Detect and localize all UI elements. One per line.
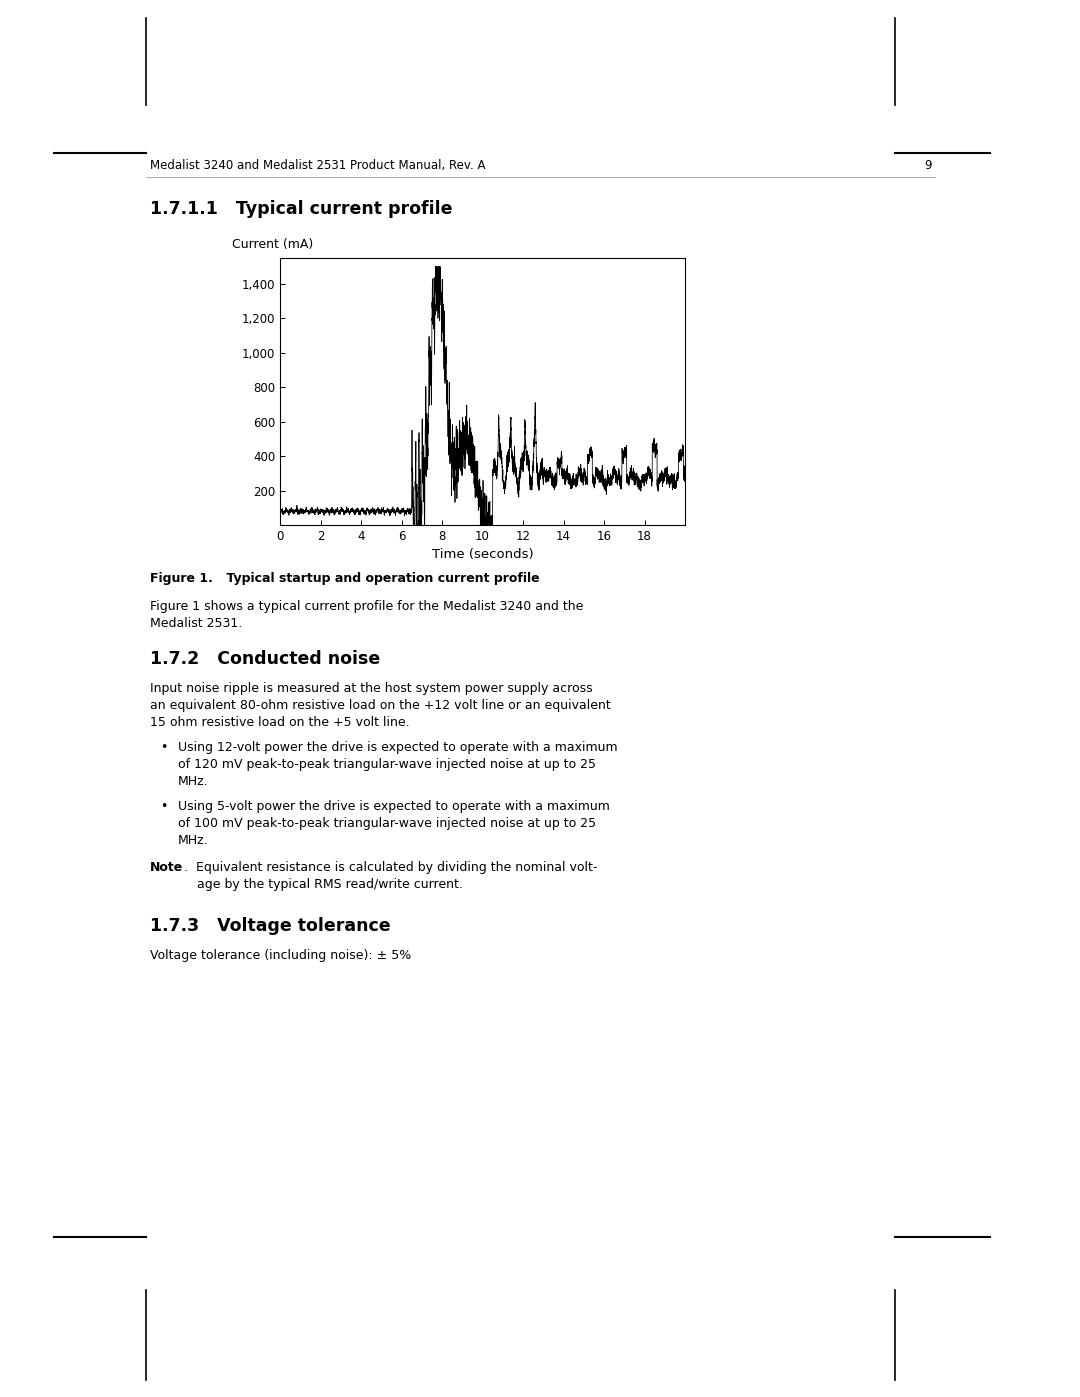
Text: •: • <box>160 740 167 754</box>
Text: Figure 1.: Figure 1. <box>150 571 213 585</box>
Text: MHz.: MHz. <box>178 775 208 788</box>
Text: Input noise ripple is measured at the host system power supply across: Input noise ripple is measured at the ho… <box>150 682 593 694</box>
Text: of 120 mV peak-to-peak triangular-wave injected noise at up to 25: of 120 mV peak-to-peak triangular-wave i… <box>178 759 596 771</box>
Text: Using 5-volt power the drive is expected to operate with a maximum: Using 5-volt power the drive is expected… <box>178 800 610 813</box>
Text: Time (seconds): Time (seconds) <box>432 548 534 562</box>
Text: 9: 9 <box>924 159 932 172</box>
Text: 1.7.1.1   Typical current profile: 1.7.1.1 Typical current profile <box>150 200 453 218</box>
Text: MHz.: MHz. <box>178 834 208 847</box>
Text: Typical startup and operation current profile: Typical startup and operation current pr… <box>222 571 540 585</box>
Text: Voltage tolerance (including noise): ± 5%: Voltage tolerance (including noise): ± 5… <box>150 949 411 963</box>
Text: an equivalent 80-ohm resistive load on the +12 volt line or an equivalent: an equivalent 80-ohm resistive load on t… <box>150 698 611 712</box>
Text: Using 12-volt power the drive is expected to operate with a maximum: Using 12-volt power the drive is expecte… <box>178 740 618 754</box>
Text: •: • <box>160 800 167 813</box>
Text: Figure 1 shows a typical current profile for the Medalist 3240 and the: Figure 1 shows a typical current profile… <box>150 599 583 613</box>
Text: 15 ohm resistive load on the +5 volt line.: 15 ohm resistive load on the +5 volt lin… <box>150 717 409 729</box>
Text: Note: Note <box>150 861 184 875</box>
Text: Medalist 2531.: Medalist 2531. <box>150 617 242 630</box>
Text: Current (mA): Current (mA) <box>232 237 313 251</box>
Text: of 100 mV peak-to-peak triangular-wave injected noise at up to 25: of 100 mV peak-to-peak triangular-wave i… <box>178 817 596 830</box>
Text: 1.7.3   Voltage tolerance: 1.7.3 Voltage tolerance <box>150 916 391 935</box>
Text: Medalist 3240 and Medalist 2531 Product Manual, Rev. A: Medalist 3240 and Medalist 2531 Product … <box>150 159 486 172</box>
Text: .  Equivalent resistance is calculated by dividing the nominal volt-: . Equivalent resistance is calculated by… <box>184 861 597 875</box>
Text: age by the typical RMS read/write current.: age by the typical RMS read/write curren… <box>197 877 463 891</box>
Text: 1.7.2   Conducted noise: 1.7.2 Conducted noise <box>150 650 380 668</box>
